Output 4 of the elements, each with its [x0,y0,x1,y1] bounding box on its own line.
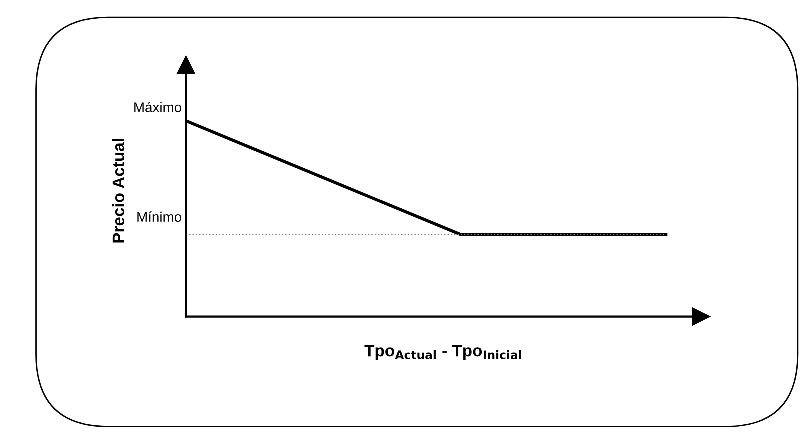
ref-line-label: Mínimo [138,212,182,222]
x-axis-title: Tpo$_{Actual}$ - Tpo$_{Inicial}$ [364,345,522,360]
text: Máximo [134,102,182,112]
y-axis-title: Precio Actual [112,139,125,243]
